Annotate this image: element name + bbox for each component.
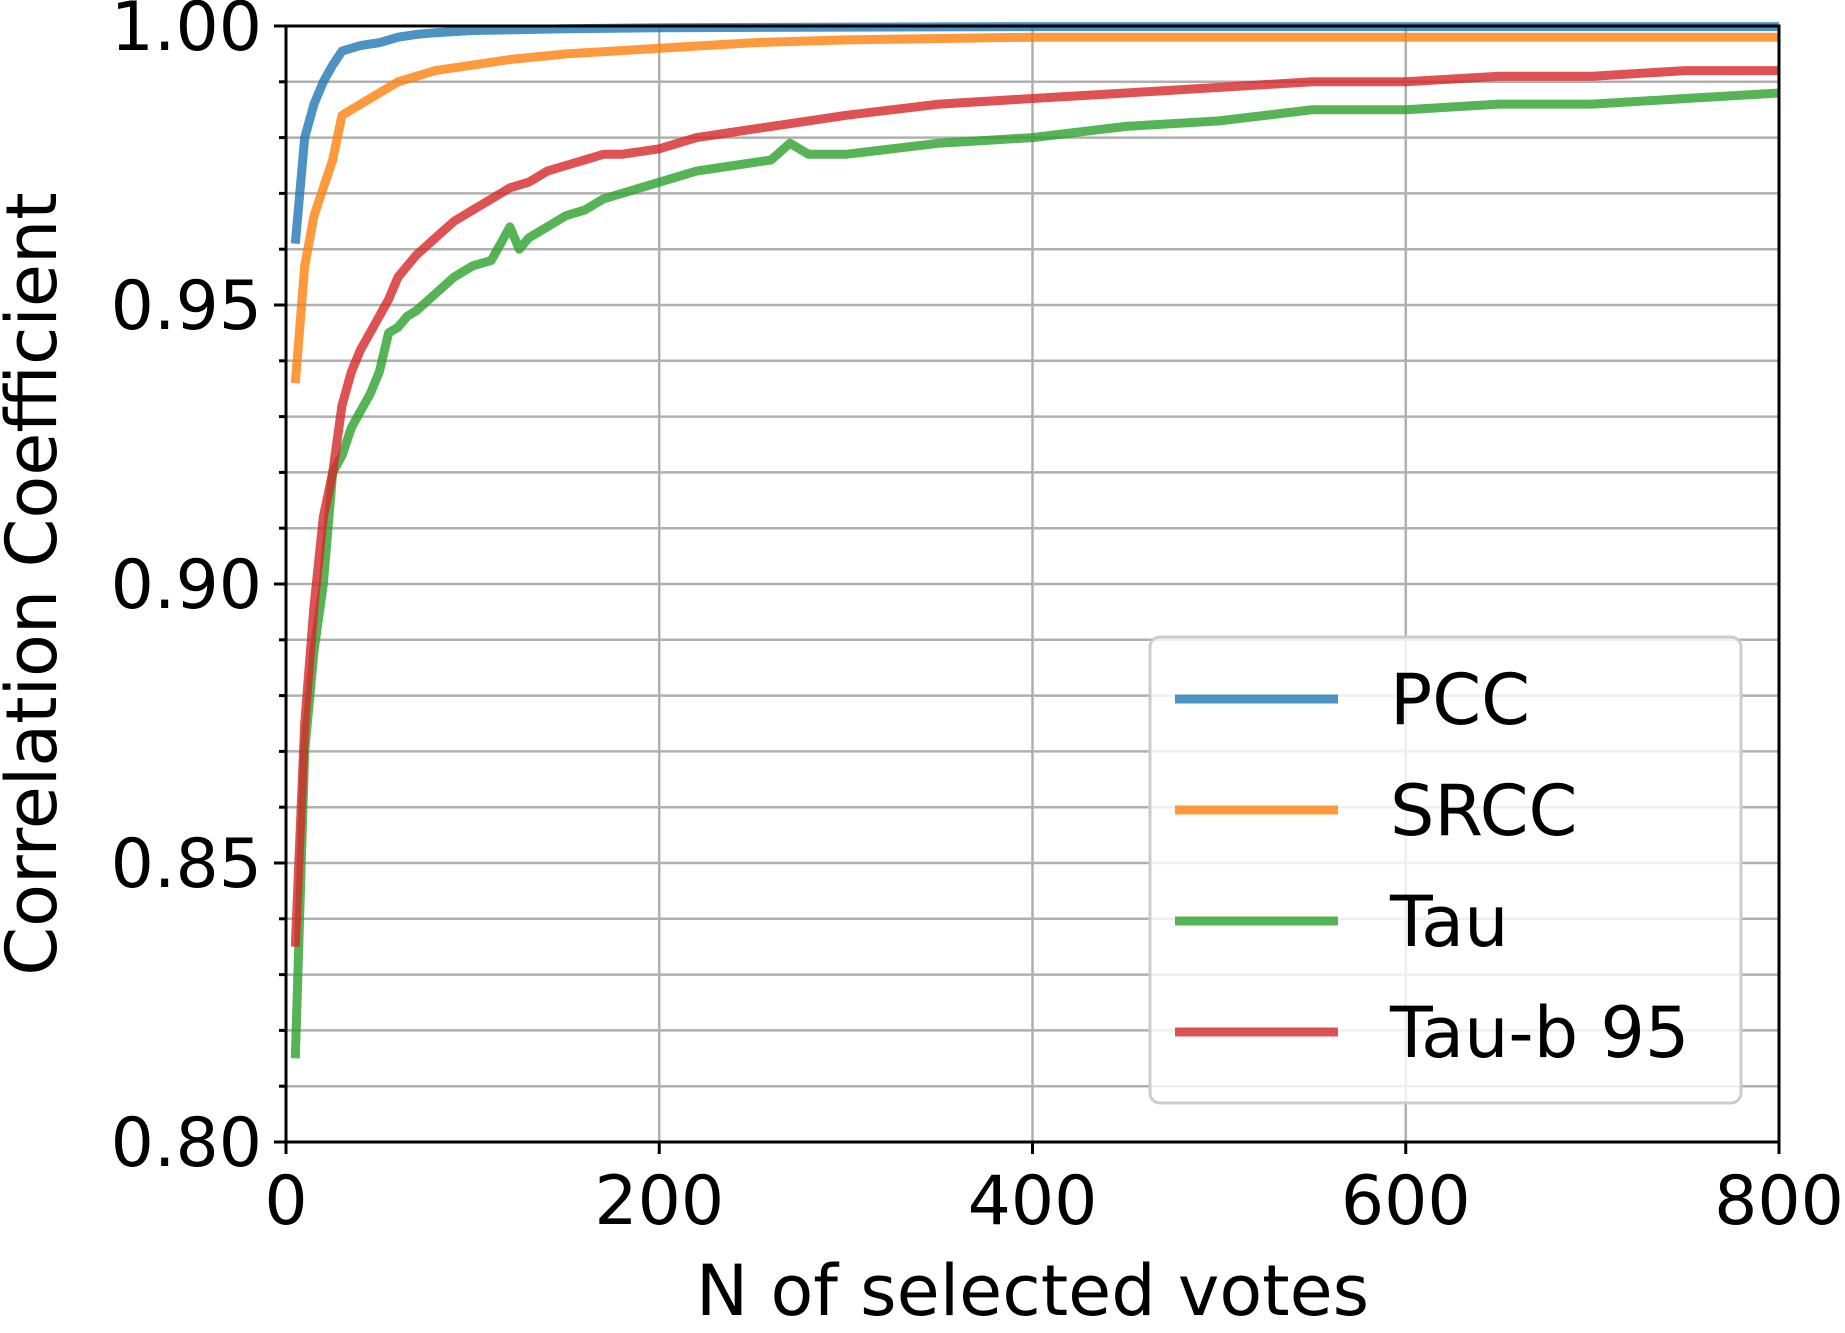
legend-label: Tau-b 95 — [1389, 992, 1689, 1074]
y-tick-label: 0.80 — [111, 1104, 262, 1183]
series-line-tau-b-95 — [290, 66, 1779, 947]
y-tick-label: 0.85 — [111, 825, 262, 904]
x-axis-label: N of selected votes — [696, 1250, 1369, 1329]
series-line-tau — [290, 88, 1779, 1059]
axis-ticks: 0 200 400 600 800 0.80 0.85 0.90 0.95 1.00 — [111, 0, 1844, 1241]
legend: PCC SRCC Tau Tau-b 95 — [1148, 635, 1743, 1105]
y-tick-label: 0.95 — [111, 267, 262, 346]
y-axis-label: Correlation Coefficient — [0, 192, 73, 976]
x-tick-label: 0 — [264, 1162, 307, 1241]
legend-label: SRCC — [1390, 770, 1577, 852]
series-line-srcc — [290, 32, 1779, 384]
legend-label: Tau — [1389, 881, 1508, 963]
y-tick-label: 1.00 — [111, 0, 262, 67]
x-tick-label: 800 — [1714, 1162, 1844, 1241]
x-tick-label: 600 — [1341, 1162, 1471, 1241]
x-tick-label: 400 — [968, 1162, 1098, 1241]
legend-box — [1148, 635, 1743, 1105]
y-tick-label: 0.90 — [111, 546, 262, 625]
legend-label: PCC — [1390, 659, 1530, 741]
x-tick-label: 200 — [594, 1162, 724, 1241]
